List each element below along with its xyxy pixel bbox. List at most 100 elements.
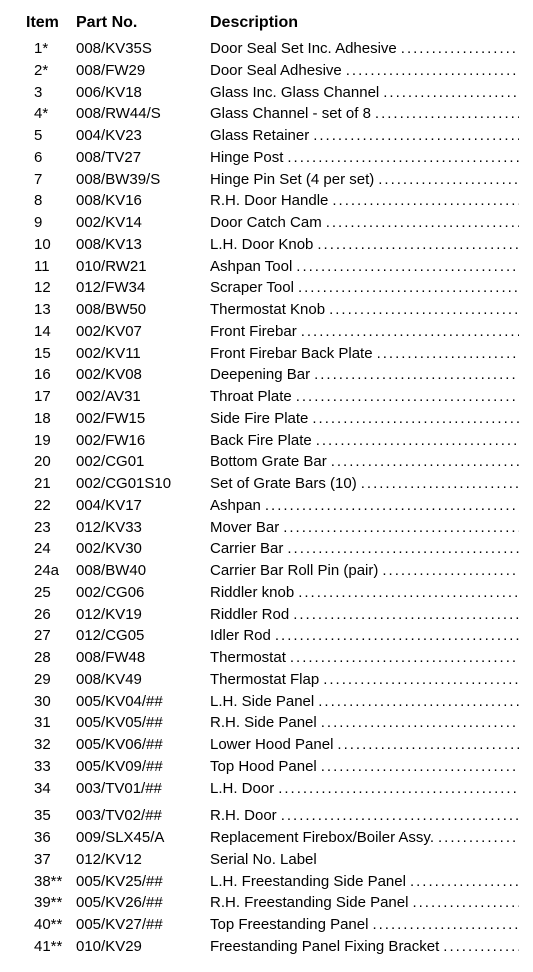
table-row: 40**005/KV27/##Top Freestanding Panel...…	[26, 914, 519, 936]
cell-item: 8	[26, 190, 76, 212]
table-row: 6008/TV27Hinge Post.....................…	[26, 147, 519, 169]
leader-dots: ........................................…	[296, 386, 519, 408]
table-row: 7008/BW39/SHinge Pin Set (4 per set)....…	[26, 169, 519, 191]
cell-description: Riddler Rod.............................…	[210, 604, 519, 626]
header-description: Description	[210, 14, 519, 32]
cell-description: R.H. Side Panel.........................…	[210, 712, 519, 734]
description-text: L.H. Freestanding Side Panel	[210, 871, 410, 893]
leader-dots: ........................................…	[265, 495, 519, 517]
cell-item: 20	[26, 451, 76, 473]
cell-description: Side Fire Plate.........................…	[210, 408, 519, 430]
description-text: Thermostat	[210, 647, 290, 669]
description-text: Throat Plate	[210, 386, 296, 408]
description-text: Glass Channel - set of 8	[210, 103, 375, 125]
cell-item: 16	[26, 364, 76, 386]
cell-part-no: 008/KV49	[76, 669, 210, 691]
table-row: 30005/KV04/##L.H. Side Panel............…	[26, 691, 519, 713]
table-row: 2*008/FW29Door Seal Adhesive............…	[26, 60, 519, 82]
leader-dots: ........................................…	[281, 805, 519, 827]
leader-dots: ........................................…	[283, 517, 519, 539]
table-row: 23012/KV33Mover Bar.....................…	[26, 517, 519, 539]
leader-dots: ........................................…	[317, 234, 519, 256]
table-row: 33005/KV09/##Top Hood Panel.............…	[26, 756, 519, 778]
table-row: 34003/TV01/##L.H. Door..................…	[26, 778, 519, 800]
cell-description: L.H. Freestanding Side Panel............…	[210, 871, 519, 893]
cell-description: Bottom Grate Bar........................…	[210, 451, 519, 473]
cell-item: 26	[26, 604, 76, 626]
cell-description: Set of Grate Bars (10)..................…	[210, 473, 519, 495]
cell-item: 13	[26, 299, 76, 321]
leader-dots: ........................................…	[361, 473, 519, 495]
leader-dots: ........................................…	[438, 827, 519, 849]
leader-dots: ........................................…	[378, 169, 519, 191]
leader-dots: ........................................…	[301, 321, 519, 343]
leader-dots: ........................................…	[314, 364, 519, 386]
cell-description: Top Hood Panel..........................…	[210, 756, 519, 778]
description-text: Deepening Bar	[210, 364, 314, 386]
description-text: Replacement Firebox/Boiler Assy.	[210, 827, 438, 849]
table-row: 19002/FW16Back Fire Plate...............…	[26, 430, 519, 452]
cell-part-no: 005/KV04/##	[76, 691, 210, 713]
cell-item: 36	[26, 827, 76, 849]
description-text: Ashpan Tool	[210, 256, 296, 278]
table-row: 24002/KV30Carrier Bar...................…	[26, 538, 519, 560]
description-text: Back Fire Plate	[210, 430, 316, 452]
cell-item: 40**	[26, 914, 76, 936]
leader-dots: ........................................…	[331, 451, 519, 473]
description-text: Carrier Bar Roll Pin (pair)	[210, 560, 382, 582]
cell-description: Door Catch Cam..........................…	[210, 212, 519, 234]
cell-part-no: 008/RW44/S	[76, 103, 210, 125]
description-text: Thermostat Flap	[210, 669, 323, 691]
cell-description: Freestanding Panel Fixing Bracket.......…	[210, 936, 519, 958]
cell-item: 34	[26, 778, 76, 800]
table-row: 15002/KV11Front Firebar Back Plate......…	[26, 343, 519, 365]
cell-description: Ashpan..................................…	[210, 495, 519, 517]
leader-dots: ........................................…	[346, 60, 519, 82]
table-header-row: Item Part No. Description	[26, 14, 519, 32]
cell-item: 17	[26, 386, 76, 408]
leader-dots: ........................................…	[278, 778, 519, 800]
cell-item: 32	[26, 734, 76, 756]
cell-part-no: 008/FW48	[76, 647, 210, 669]
cell-description: Door Seal Set Inc. Adhesive.............…	[210, 38, 519, 60]
cell-part-no: 002/KV14	[76, 212, 210, 234]
cell-description: L.H. Door...............................…	[210, 778, 519, 800]
cell-part-no: 012/CG05	[76, 625, 210, 647]
description-text: Riddler knob	[210, 582, 298, 604]
description-text: Serial No. Label	[210, 849, 321, 871]
table-row: 37012/KV12Serial No. Label	[26, 849, 519, 871]
table-row: 1*008/KV35SDoor Seal Set Inc. Adhesive..…	[26, 38, 519, 60]
cell-item: 31	[26, 712, 76, 734]
table-row: 25002/CG06Riddler knob..................…	[26, 582, 519, 604]
description-text: Thermostat Knob	[210, 299, 329, 321]
cell-description: Thermostat Flap.........................…	[210, 669, 519, 691]
cell-part-no: 008/KV16	[76, 190, 210, 212]
description-text: Set of Grate Bars (10)	[210, 473, 361, 495]
cell-part-no: 009/SLX45/A	[76, 827, 210, 849]
cell-item: 4*	[26, 103, 76, 125]
cell-description: Door Seal Adhesive......................…	[210, 60, 519, 82]
cell-item: 2*	[26, 60, 76, 82]
cell-part-no: 002/FW15	[76, 408, 210, 430]
cell-description: Glass Channel - set of 8................…	[210, 103, 519, 125]
cell-description: R.H. Door Handle........................…	[210, 190, 519, 212]
leader-dots: ........................................…	[287, 538, 519, 560]
cell-item: 11	[26, 256, 76, 278]
description-text: Front Firebar	[210, 321, 301, 343]
description-text: Front Firebar Back Plate	[210, 343, 377, 365]
cell-part-no: 012/KV12	[76, 849, 210, 871]
cell-part-no: 005/KV27/##	[76, 914, 210, 936]
cell-item: 12	[26, 277, 76, 299]
leader-dots: ........................................…	[298, 582, 519, 604]
table-row: 11010/RW21Ashpan Tool...................…	[26, 256, 519, 278]
header-item: Item	[26, 14, 76, 32]
leader-dots: ........................................…	[321, 756, 519, 778]
cell-item: 21	[26, 473, 76, 495]
cell-description: Ashpan Tool.............................…	[210, 256, 519, 278]
cell-part-no: 004/KV17	[76, 495, 210, 517]
leader-dots: ........................................…	[332, 190, 519, 212]
cell-item: 28	[26, 647, 76, 669]
description-text: R.H. Door	[210, 805, 281, 827]
leader-dots: ........................................…	[287, 147, 519, 169]
cell-part-no: 002/KV08	[76, 364, 210, 386]
